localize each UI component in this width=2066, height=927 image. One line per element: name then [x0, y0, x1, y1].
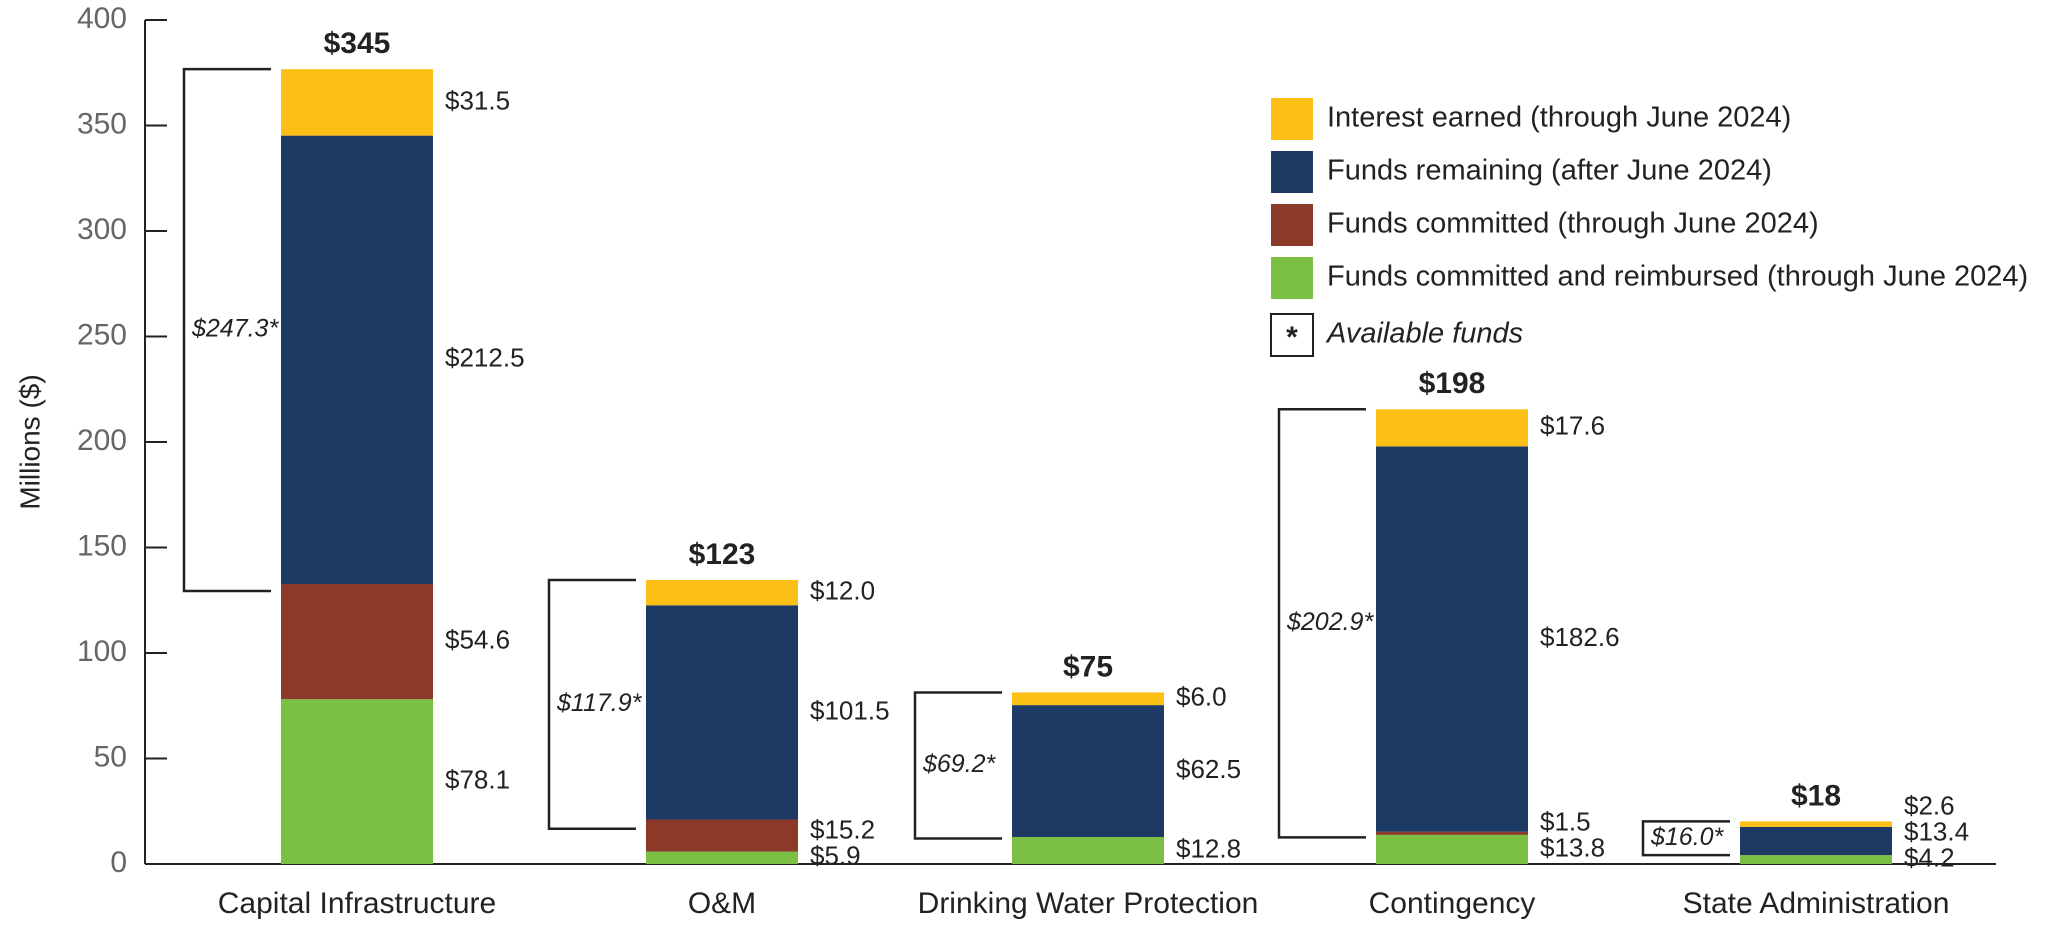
value-label: $62.5	[1176, 754, 1241, 784]
bar-segment	[646, 605, 798, 820]
value-label: $182.6	[1540, 622, 1620, 652]
bar-segment	[1012, 705, 1164, 837]
legend-label: Available funds	[1325, 318, 1523, 350]
value-label: $13.4	[1904, 816, 1969, 846]
bar-segment	[646, 579, 798, 606]
value-label: $54.6	[445, 624, 510, 654]
legend-label: Funds remaining (after June 2024)	[1327, 155, 1772, 187]
legend-label: Funds committed (through June 2024)	[1327, 208, 1819, 240]
bar-segment	[281, 584, 433, 700]
available-label: $69.2*	[922, 750, 997, 778]
y-tick-label: 300	[77, 213, 127, 246]
value-label: $12.0	[810, 576, 875, 606]
available-label: $202.9*	[1286, 608, 1374, 636]
total-label: $198	[1419, 367, 1486, 400]
bar-segment	[1376, 831, 1528, 835]
available-bracket	[1641, 820, 1730, 857]
legend-swatch	[1271, 204, 1313, 246]
bar-segment	[1740, 821, 1892, 827]
total-label: $18	[1791, 779, 1841, 812]
legend-label: Interest earned (through June 2024)	[1327, 102, 1791, 134]
bar-segment	[1012, 836, 1164, 864]
bar-segment	[1012, 692, 1164, 706]
y-axis-label: Millions ($)	[14, 374, 45, 509]
value-label: $78.1	[445, 764, 510, 794]
value-label: $31.5	[445, 85, 510, 115]
bar-segment	[1376, 834, 1528, 864]
x-tick-label: O&M	[688, 887, 756, 920]
available-bracket	[182, 67, 271, 593]
value-label: $1.5	[1540, 806, 1591, 836]
available-label: $247.3*	[191, 315, 279, 343]
bar-segment	[646, 819, 798, 852]
bar-segment	[281, 699, 433, 864]
value-label: $6.0	[1176, 682, 1227, 712]
available-label: $117.9*	[556, 689, 643, 717]
value-label: $15.2	[810, 815, 875, 845]
total-label: $345	[324, 27, 391, 60]
available-bracket	[1277, 408, 1366, 839]
x-tick-label: Contingency	[1369, 887, 1536, 920]
y-tick-label: 350	[77, 107, 127, 140]
x-tick-label: Capital Infrastructure	[218, 887, 496, 920]
y-tick-label: 400	[77, 2, 127, 35]
bar-segment	[1376, 409, 1528, 447]
legend-symbol: *	[1286, 321, 1298, 354]
value-label: $17.6	[1540, 411, 1605, 441]
y-tick-label: 150	[77, 529, 127, 562]
legend-box	[1270, 313, 1314, 357]
value-label: $212.5	[445, 343, 525, 373]
legend-swatch	[1271, 257, 1313, 299]
y-tick-label: 200	[77, 424, 127, 457]
bar-segment	[1740, 855, 1892, 864]
y-tick-label: 50	[94, 740, 127, 773]
total-label: $123	[689, 538, 756, 571]
bar-segment	[281, 69, 433, 136]
available-label: $16.0*	[1650, 823, 1725, 851]
available-bracket	[913, 691, 1002, 840]
value-label: $13.8	[1540, 832, 1605, 862]
bar-segment	[646, 851, 798, 864]
y-tick-label: 250	[77, 318, 127, 351]
bar-segment	[1740, 826, 1892, 856]
value-label: $101.5	[810, 695, 890, 725]
value-label: $5.9	[810, 841, 861, 871]
value-label: $4.2	[1904, 842, 1955, 872]
legend-swatch	[1271, 98, 1313, 140]
bar-segment	[1376, 446, 1528, 832]
x-tick-label: Drinking Water Protection	[918, 887, 1259, 920]
y-tick-label: 100	[77, 635, 127, 668]
legend-swatch	[1271, 151, 1313, 193]
total-label: $75	[1063, 650, 1113, 683]
value-label: $12.8	[1176, 833, 1241, 863]
legend-label: Funds committed and reimbursed (through …	[1327, 261, 2028, 293]
x-tick-label: State Administration	[1683, 887, 1950, 920]
available-bracket	[547, 578, 636, 831]
bar-segment	[281, 135, 433, 585]
y-tick-label: 0	[110, 846, 127, 879]
value-label: $2.6	[1904, 790, 1955, 820]
